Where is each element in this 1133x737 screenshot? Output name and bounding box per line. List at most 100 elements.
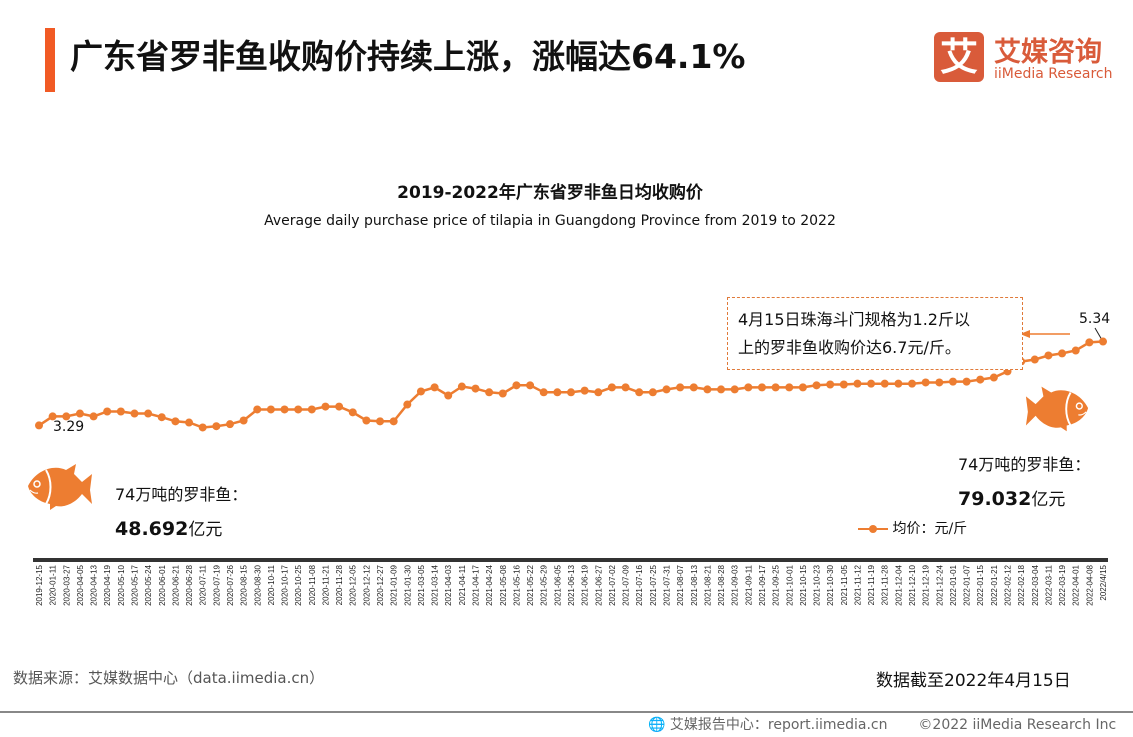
annotation-line-1: 4月15日珠海斗门规格为1.2斤以 bbox=[738, 310, 970, 329]
data-point bbox=[567, 388, 575, 397]
data-point bbox=[785, 383, 794, 392]
x-tick-label: 2021-06-27 bbox=[594, 564, 603, 605]
data-point bbox=[280, 405, 289, 414]
data-point bbox=[921, 378, 930, 387]
end-label-leader bbox=[1094, 327, 1103, 341]
x-tick-label: 2020-11-21 bbox=[321, 564, 330, 605]
logo-cn-text: 艾媒咨询 bbox=[994, 37, 1102, 68]
annotation-arrowhead bbox=[1020, 330, 1030, 338]
x-tick-label: 2022-03-19 bbox=[1058, 564, 1067, 605]
x-tick-label: 2020-11-08 bbox=[308, 564, 317, 605]
x-tick-label: 2022-04-08 bbox=[1085, 564, 1094, 605]
x-tick-label: 2020-12-05 bbox=[349, 564, 358, 605]
x-tick-label: 2022-03-11 bbox=[1044, 564, 1053, 605]
data-point bbox=[989, 373, 998, 382]
x-tick-label: 2020-06-28 bbox=[185, 564, 194, 605]
x-tick-label: 2021-01-09 bbox=[390, 564, 399, 605]
data-point bbox=[130, 409, 139, 418]
x-tick-label: 2020-03-27 bbox=[62, 564, 71, 605]
iimedia-logo: 艾 艾媒咨询 iiMedia Research bbox=[934, 32, 1114, 84]
x-tick-label: 2020-05-10 bbox=[117, 564, 126, 605]
x-tick-label: 2019-12-15 bbox=[35, 564, 44, 605]
report-center-link[interactable]: 艾媒报告中心：report.iimedia.cn bbox=[669, 717, 888, 733]
end-value-label: 5.34 bbox=[1079, 311, 1110, 327]
data-point bbox=[1071, 346, 1080, 355]
data-point bbox=[348, 408, 357, 417]
x-tick-label: 2021-11-28 bbox=[881, 564, 890, 605]
data-point bbox=[116, 407, 125, 416]
x-tick-label: 2022-01-01 bbox=[949, 564, 958, 605]
footer-divider bbox=[0, 711, 1133, 713]
x-tick-label: 2021-07-02 bbox=[608, 564, 617, 605]
x-tick-label: 2020-10-11 bbox=[267, 564, 276, 605]
data-point bbox=[89, 412, 98, 421]
x-tick-label: 2020-07-26 bbox=[226, 564, 235, 605]
data-point bbox=[744, 383, 753, 392]
x-tick-label: 2021-10-15 bbox=[799, 564, 808, 605]
x-tick-label: 2021-03-14 bbox=[431, 564, 440, 605]
data-point bbox=[867, 379, 876, 388]
data-point bbox=[703, 385, 712, 394]
data-point bbox=[416, 387, 425, 396]
data-point bbox=[362, 416, 371, 425]
data-point bbox=[1085, 338, 1094, 347]
data-point bbox=[457, 382, 466, 391]
x-tick-label: 2021-07-31 bbox=[662, 564, 671, 605]
data-point bbox=[853, 379, 862, 388]
page-title: 广东省罗非鱼收购价持续上涨，涨幅达64.1% bbox=[70, 37, 746, 76]
data-point bbox=[239, 416, 248, 425]
data-point bbox=[307, 405, 316, 414]
data-point bbox=[526, 381, 535, 390]
annotation-box: 4月15日珠海斗门规格为1.2斤以 上的罗非鱼收购价达6.7元/斤。 bbox=[727, 297, 1023, 370]
x-tick-label: 2021-11-19 bbox=[867, 564, 876, 605]
x-tick-label: 2020-06-01 bbox=[158, 564, 167, 605]
data-point bbox=[621, 383, 630, 392]
x-tick-label: 2021-08-28 bbox=[717, 564, 726, 605]
data-point bbox=[1044, 351, 1053, 360]
data-point bbox=[553, 388, 562, 397]
data-point bbox=[266, 405, 275, 414]
data-point bbox=[185, 418, 194, 427]
right-note-label: 74万吨的罗非鱼： bbox=[958, 455, 1091, 474]
title-accent-bar bbox=[45, 28, 55, 92]
x-tick-label: 2022-02-18 bbox=[1017, 564, 1026, 605]
copyright: ©2022 iiMedia Research Inc bbox=[918, 717, 1117, 733]
data-point bbox=[294, 405, 303, 414]
globe-icon: 🌐 bbox=[648, 717, 666, 733]
data-point bbox=[430, 383, 439, 392]
data-point bbox=[471, 384, 480, 393]
x-tick-label: 2021-05-22 bbox=[526, 564, 535, 605]
x-tick-label: 2022-03-04 bbox=[1031, 564, 1040, 605]
data-point bbox=[48, 412, 57, 421]
data-point bbox=[894, 379, 903, 388]
data-point bbox=[826, 380, 835, 389]
x-tick-label: 2021-06-13 bbox=[567, 564, 576, 605]
data-point bbox=[717, 385, 726, 394]
data-point bbox=[444, 391, 453, 400]
data-point bbox=[62, 412, 71, 421]
x-tick-label: 2021-04-17 bbox=[472, 564, 481, 605]
x-tick-label: 2021-05-16 bbox=[512, 564, 521, 605]
right-note-value: 79.032亿元 bbox=[958, 488, 1066, 510]
x-tick-label: 2022-02-12 bbox=[1004, 564, 1013, 605]
data-point bbox=[498, 389, 507, 398]
x-tick-label: 2022-04-01 bbox=[1072, 564, 1081, 605]
data-point bbox=[171, 417, 180, 426]
data-point bbox=[157, 413, 166, 422]
x-tick-label: 2021-10-23 bbox=[813, 564, 822, 605]
x-tick-label: 2021-05-29 bbox=[540, 564, 549, 605]
data-point bbox=[389, 417, 398, 426]
data-point bbox=[75, 409, 84, 418]
x-tick-label: 2021-06-05 bbox=[553, 564, 562, 605]
data-point bbox=[321, 402, 330, 411]
data-point bbox=[976, 375, 985, 384]
data-point bbox=[512, 381, 521, 390]
x-tick-label: 2021-06-19 bbox=[581, 564, 590, 605]
x-tick-label: 2020-04-05 bbox=[76, 564, 85, 605]
data-point bbox=[335, 402, 344, 411]
x-tick-label: 2021-07-25 bbox=[649, 564, 658, 605]
x-tick-label: 2020-08-15 bbox=[240, 564, 249, 605]
x-tick-label: 2020-12-12 bbox=[362, 564, 371, 605]
data-point bbox=[730, 385, 739, 394]
chart-subtitle: Average daily purchase price of tilapia … bbox=[264, 213, 836, 229]
